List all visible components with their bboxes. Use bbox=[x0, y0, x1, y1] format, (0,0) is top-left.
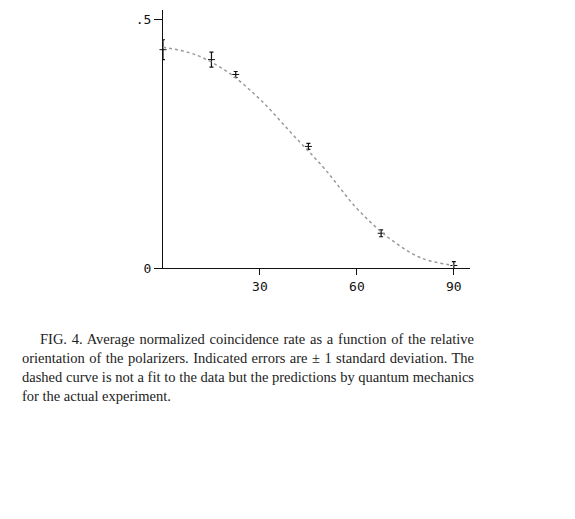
svg-text:90: 90 bbox=[446, 279, 462, 294]
svg-text:60: 60 bbox=[349, 279, 365, 294]
svg-text:0: 0 bbox=[144, 261, 152, 276]
svg-text:.5: .5 bbox=[136, 12, 152, 27]
svg-text:30: 30 bbox=[252, 279, 268, 294]
html-text:FIG. 4. Average normalized coi: FIG. 4. Average normalized coincidence r… bbox=[22, 331, 474, 404]
